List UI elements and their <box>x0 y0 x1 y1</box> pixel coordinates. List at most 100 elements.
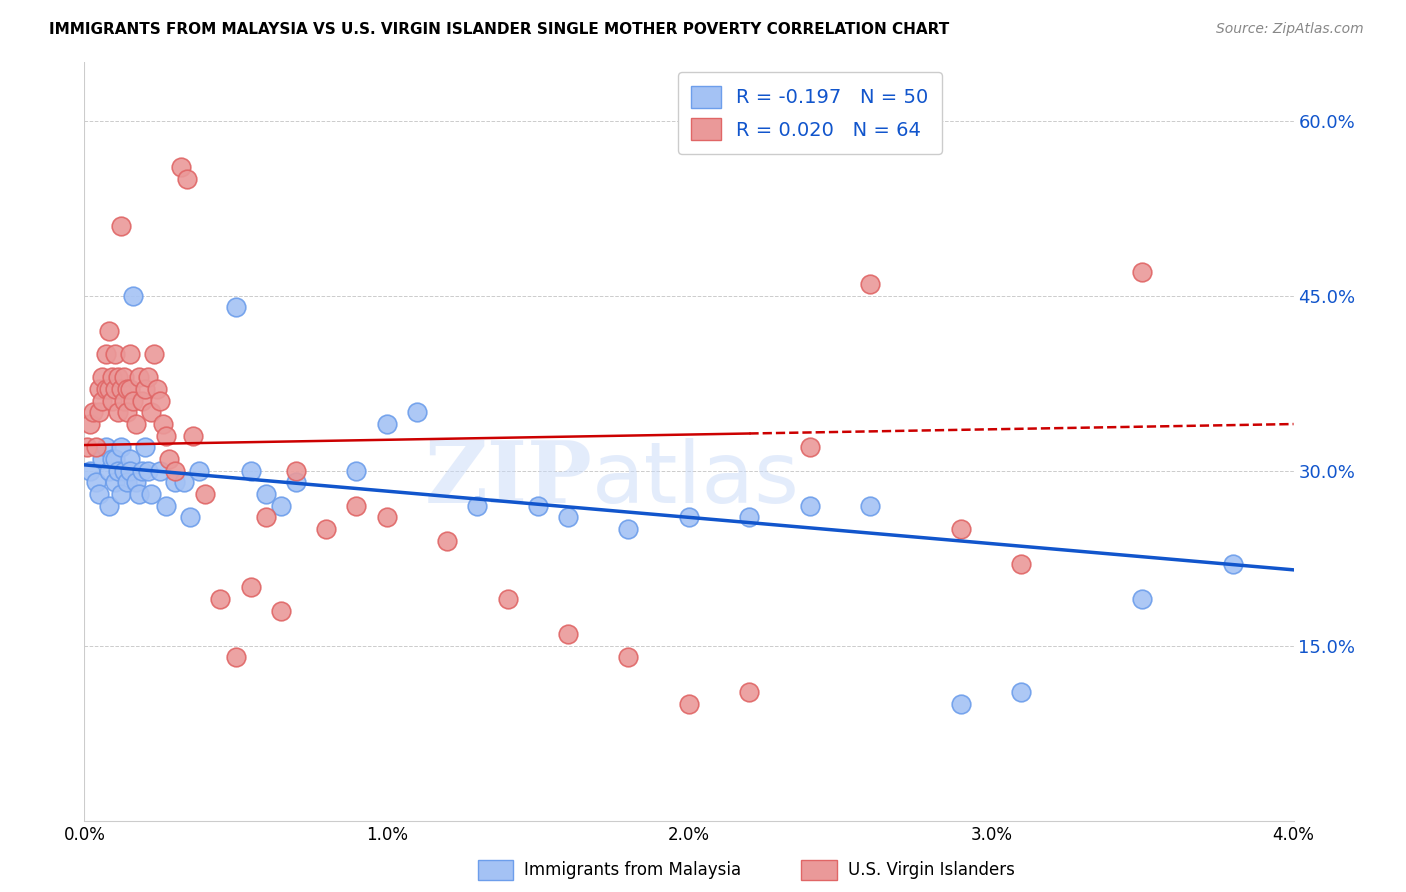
Point <box>950 697 973 711</box>
Point <box>859 499 882 513</box>
Point <box>799 441 821 455</box>
Point <box>97 499 120 513</box>
Point <box>406 405 429 419</box>
Point <box>79 417 101 431</box>
Point <box>142 347 165 361</box>
Point <box>128 370 150 384</box>
Text: ZIP: ZIP <box>425 437 592 522</box>
Point <box>557 510 579 524</box>
Point <box>315 522 337 536</box>
Point <box>375 417 398 431</box>
Point <box>859 277 882 291</box>
Point <box>100 370 122 384</box>
Point <box>165 475 187 490</box>
Point <box>239 580 262 594</box>
Point <box>86 441 108 455</box>
Point <box>557 627 579 641</box>
Point <box>139 405 162 419</box>
Point <box>107 405 129 419</box>
Point <box>225 301 247 315</box>
Point <box>1132 592 1154 607</box>
Point <box>91 370 114 384</box>
Point <box>375 510 398 524</box>
Point <box>799 499 821 513</box>
Point <box>115 475 138 490</box>
Point <box>94 347 117 361</box>
Point <box>107 464 129 478</box>
Point <box>118 382 141 396</box>
Point <box>149 464 172 478</box>
Point <box>110 441 132 455</box>
Point <box>617 650 640 665</box>
Point <box>91 393 114 408</box>
Point <box>285 475 308 490</box>
Point <box>496 592 519 607</box>
Point <box>346 464 368 478</box>
Point <box>527 499 550 513</box>
Point <box>346 499 368 513</box>
Point <box>104 452 127 467</box>
Point <box>152 417 174 431</box>
Point <box>110 487 132 501</box>
Point <box>131 464 153 478</box>
Point <box>188 464 211 478</box>
Point <box>285 464 308 478</box>
Point <box>136 464 159 478</box>
Point <box>97 382 120 396</box>
Point <box>165 464 187 478</box>
Point <box>104 347 127 361</box>
Point <box>1011 557 1033 571</box>
Point <box>112 370 135 384</box>
Point <box>112 393 135 408</box>
Point <box>86 475 108 490</box>
Point <box>89 382 111 396</box>
Point <box>225 650 247 665</box>
Point <box>149 393 172 408</box>
Point <box>76 441 98 455</box>
Point <box>134 441 156 455</box>
Point <box>173 475 195 490</box>
Point <box>100 393 122 408</box>
Text: Immigrants from Malaysia: Immigrants from Malaysia <box>524 861 741 879</box>
Point <box>155 428 177 442</box>
Point <box>436 533 458 548</box>
Point <box>94 441 117 455</box>
Text: atlas: atlas <box>592 438 800 521</box>
Point <box>82 405 104 419</box>
Point <box>181 428 204 442</box>
Point <box>270 604 292 618</box>
Point <box>136 370 159 384</box>
Point <box>678 697 700 711</box>
Point <box>118 347 141 361</box>
Text: U.S. Virgin Islanders: U.S. Virgin Islanders <box>848 861 1015 879</box>
Point <box>110 382 132 396</box>
Point <box>1011 685 1033 699</box>
Point <box>254 487 277 501</box>
Point <box>467 499 489 513</box>
Point <box>97 324 120 338</box>
Point <box>1222 557 1244 571</box>
Point <box>131 393 153 408</box>
Point <box>209 592 232 607</box>
Point <box>115 405 138 419</box>
Point <box>104 475 127 490</box>
Point <box>125 475 148 490</box>
Point <box>738 510 761 524</box>
Point <box>738 685 761 699</box>
Point <box>125 417 148 431</box>
Point <box>118 464 141 478</box>
Point <box>139 487 162 501</box>
Point <box>121 289 143 303</box>
Point <box>94 382 117 396</box>
Point <box>170 161 193 175</box>
Point <box>79 464 101 478</box>
Point <box>104 382 127 396</box>
Point <box>112 464 135 478</box>
Point <box>157 452 180 467</box>
Point <box>134 382 156 396</box>
Point <box>89 405 111 419</box>
Legend: R = -0.197   N = 50, R = 0.020   N = 64: R = -0.197 N = 50, R = 0.020 N = 64 <box>678 72 942 154</box>
Point <box>179 510 201 524</box>
Point <box>1132 265 1154 279</box>
Point <box>194 487 217 501</box>
